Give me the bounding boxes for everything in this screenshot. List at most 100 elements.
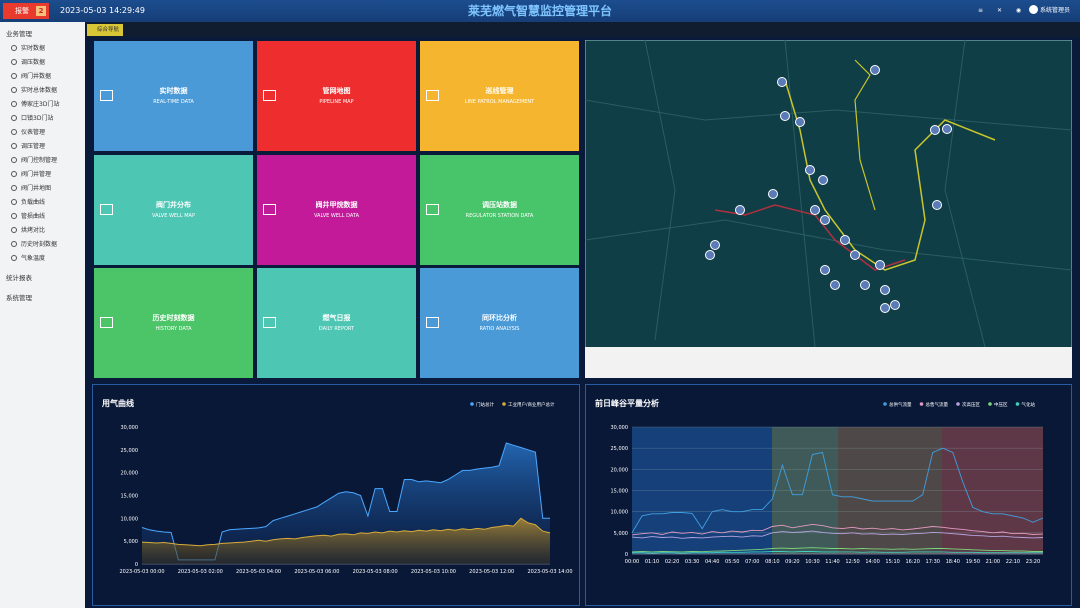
tile-subtitle: REAL-TIME DATA [153,99,194,105]
y-tick-label: 0 [625,552,628,558]
tile-icon [100,317,113,328]
pipeline-yellow [854,59,876,211]
menu-item[interactable]: 实时数据 [0,42,85,56]
tile-subtitle: REGULATOR STATION DATA [465,212,534,219]
tab-bar: 综合导航 [85,22,1080,37]
menu-item[interactable]: 气象温度 [0,252,85,266]
y-tick-label: 30,000 [611,425,629,431]
menu-item[interactable]: 烘烤对比 [0,224,85,238]
nav-tile[interactable]: 巡线管理 LINE PATROL MANAGEMENT [420,41,579,151]
x-tick-label: 09:20 [785,559,799,565]
x-tick-label: 18:40 [946,559,960,565]
line [631,547,1043,553]
tile-title: 燃气日报 [322,314,351,322]
line [141,517,551,547]
map[interactable] [585,40,1072,378]
tile-subtitle: HISTORY DATA [155,326,192,332]
chart-panel: 用气曲线 0 5,000 10,000 15,000 20,000 25,000 30,000… [92,384,580,606]
user-menu[interactable]: ≡ ✕ ◉ 系统管理员 [978,5,1070,14]
x-tick-label: 14:00 [865,559,879,565]
x-tick-label: 2023-05-03 08:00 [353,569,398,575]
x-tick-label: 00:00 [625,559,639,565]
menu-item[interactable]: 调压管理 [0,140,85,154]
menu-item[interactable]: 实时总体数据 [0,84,85,98]
datetime: 2023-05-03 14:29:49 [60,6,145,15]
x-tick-label: 04:40 [705,559,719,565]
legend-label: 气化站 [1022,401,1036,408]
tile-title: 阀井甲烷数据 [315,200,358,209]
tile-title: 同环比分析 [482,314,517,322]
y-tick-label: 25,000 [611,446,629,452]
menu-item[interactable]: 阀门控制管理 [0,154,85,168]
y-tick-label: 5,000 [124,539,138,545]
tile-subtitle: RATIO ANALYSIS [479,326,520,332]
x-tick-label: 07:00 [745,559,759,565]
x-tick-label: 2023-05-03 00:00 [119,569,164,575]
tile-icon [100,203,113,215]
x-tick-label: 15:10 [885,559,899,565]
tile-subtitle: VALVE WELL MAP [152,212,195,219]
menu-item[interactable]: 阀门井管理 [0,168,85,182]
line [631,447,1044,534]
legend-swatch [470,402,474,406]
tile-icon [263,90,276,101]
alarm-button[interactable]: 报警 2 [3,3,49,19]
alarm-label: 报警 [15,7,29,15]
tile-subtitle: DAILY REPORT [318,326,355,332]
x-tick-label: 16:20 [905,559,919,565]
menu-item[interactable]: 口镇3D门站 [0,112,85,126]
tile-subtitle: PIPELINE MAP [319,99,354,105]
tile-icon [263,317,276,328]
menu-item[interactable]: 负载曲线 [0,196,85,210]
tile-subtitle: LINE PATROL MANAGEMENT [464,99,535,105]
pipeline-yellow [784,79,996,271]
y-tick-label: 25,000 [121,448,139,454]
nav-tile[interactable]: 同环比分析 RATIO ANALYSIS [420,268,579,378]
y-tick-label: 20,000 [121,471,139,477]
nav-tile[interactable]: 阀门井分布 VALVE WELL MAP [94,154,253,265]
tile-title: 调压站数据 [482,200,517,209]
tile-subtitle: VALVE WELL DATA [313,212,360,219]
map-bg [585,40,1072,378]
menu-item[interactable]: 调压数据 [0,56,85,70]
x-tick-label: 11:40 [825,559,839,565]
menu-group[interactable]: 业务管理 [6,30,32,38]
tile-icon [426,203,439,215]
legend-label: 中压区 [994,401,1008,408]
line [631,530,1044,539]
alarm-count: 2 [36,6,46,16]
menu-item[interactable]: 历史时刻数据 [0,238,85,252]
x-tick-label: 2023-05-03 14:00 [527,569,572,575]
nav-tile[interactable]: 实时数据 REAL-TIME DATA [94,41,253,151]
map-footer [585,347,1072,378]
sidebar: 业务管理实时数据 调压数据 阀门井数据 实时总体数据 傅家庄3D门站 口镇3D门站 仪表管理… [0,22,85,608]
legend-label: 门站总计 [476,401,494,408]
menu-group[interactable]: 统计报表 [6,274,32,282]
menu-item[interactable]: 阀门井地图 [0,182,85,196]
tile-title: 历史时刻数据 [152,314,195,322]
menu-item[interactable]: 管损曲线 [0,210,85,224]
menu-item[interactable]: 阀门井数据 [0,70,85,84]
x-tick-label: 05:50 [725,559,739,565]
legend-swatch [1015,402,1020,406]
nav-tile[interactable]: 历史时刻数据 HISTORY DATA [94,268,253,378]
menu-item[interactable]: 仪表管理 [0,126,85,140]
roads [585,40,1072,348]
menu-group[interactable]: 系统管理 [6,294,32,302]
nav-tile[interactable]: 调压站数据 REGULATOR STATION DATA [420,154,579,265]
x-tick-label: 23:20 [1026,559,1040,565]
x-tick-label: 01:10 [645,559,659,565]
chart-title: 用气曲线 [101,398,134,408]
tile-icon [100,90,113,101]
tile-icon [426,90,439,101]
legend-label: 总售气流量 [926,401,949,408]
y-tick-label: 10,000 [611,510,629,516]
x-tick-label: 2023-05-03 12:00 [469,569,514,575]
nav-tile[interactable]: 燃气日报 DAILY REPORT [257,268,416,378]
x-tick-label: 17:30 [926,559,940,565]
tab[interactable]: 综合导航 [87,24,124,36]
x-tick-label: 2023-05-03 10:00 [411,569,456,575]
nav-tile[interactable]: 管网地图 PIPELINE MAP [257,41,416,151]
nav-tile[interactable]: 阀井甲烷数据 VALVE WELL DATA [257,154,416,265]
menu-item[interactable]: 傅家庄3D门站 [0,98,85,112]
